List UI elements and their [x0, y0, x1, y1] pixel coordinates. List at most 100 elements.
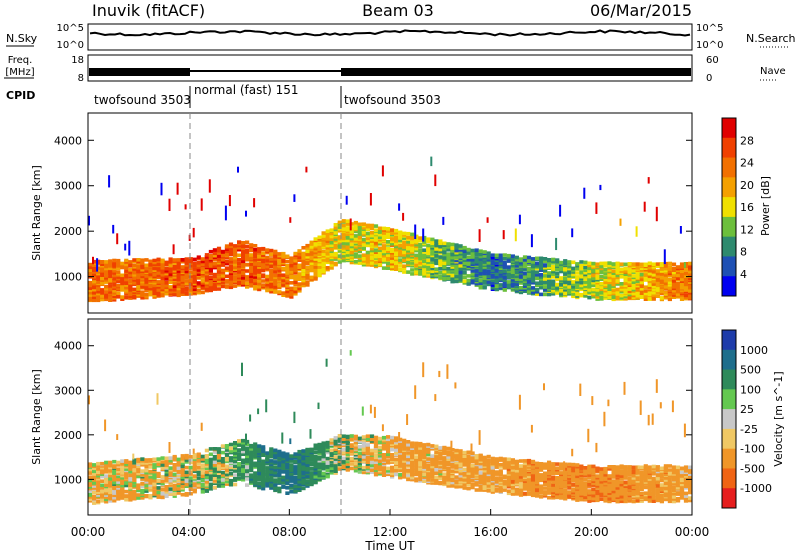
power-cell — [365, 223, 370, 228]
power-cell — [635, 262, 640, 266]
noise-left-tick-low: 10^0 — [57, 40, 84, 51]
vel-cell — [249, 447, 254, 451]
power-cell — [450, 255, 455, 260]
power-cell — [224, 255, 230, 260]
vel-cell — [442, 451, 447, 455]
vel-cell — [430, 462, 435, 467]
vel-cell — [277, 465, 282, 469]
power-cell — [172, 258, 177, 262]
power-cell — [112, 280, 117, 285]
vel-cell — [265, 475, 270, 480]
noise-right-tick-high: 10^5 — [696, 23, 723, 34]
power-cell — [381, 236, 387, 240]
power-cell — [341, 231, 346, 236]
vel-cell — [233, 469, 238, 473]
vel-cell — [357, 439, 362, 443]
vel-cell — [422, 475, 427, 479]
cpid-row: CPID twofsound 3503 normal (fast) 151 tw… — [6, 83, 441, 108]
power-cell — [535, 275, 540, 279]
power-cell — [418, 254, 423, 259]
power-cell — [671, 266, 677, 271]
power-cell — [220, 249, 226, 254]
vel-cell — [450, 469, 455, 473]
power-cell — [482, 276, 487, 280]
power-cell — [361, 229, 366, 233]
power-cell — [228, 267, 234, 271]
vel-cell — [192, 455, 197, 460]
vel-cell — [152, 469, 157, 474]
power-cell — [639, 269, 644, 273]
vel-cell — [160, 475, 165, 479]
power-cell — [667, 288, 672, 293]
power-cell — [486, 256, 491, 260]
power-cell — [148, 286, 153, 291]
power-cell — [430, 237, 435, 242]
power-cell — [140, 278, 145, 282]
vel-cell — [381, 453, 387, 457]
power-cell — [357, 249, 362, 253]
vel-cell — [92, 486, 97, 490]
power-cell — [349, 242, 354, 247]
power-cell — [305, 280, 310, 284]
power-cell — [353, 237, 358, 241]
power-cell — [160, 263, 165, 267]
power-cell — [337, 235, 342, 239]
vel-cell — [100, 483, 105, 488]
power-cell — [619, 218, 622, 226]
power-cell — [285, 287, 290, 291]
power-cell — [526, 282, 532, 286]
power-cell — [180, 258, 185, 262]
power-cell — [245, 210, 247, 217]
vel-cell — [317, 449, 322, 454]
vel-cell — [144, 479, 149, 484]
vel-cell — [381, 446, 387, 451]
vel-cell — [184, 492, 189, 496]
power-cell — [160, 278, 165, 283]
power-cell — [688, 276, 693, 281]
power-cell — [506, 271, 511, 275]
power-cell — [547, 261, 552, 266]
power-cell — [345, 250, 350, 255]
power-cell — [176, 182, 179, 195]
power-cell — [386, 257, 391, 262]
power-cell — [108, 284, 113, 288]
vel-cell — [148, 485, 153, 490]
power-cell — [128, 268, 133, 272]
vel-cell — [381, 458, 387, 462]
power-cell — [156, 273, 161, 278]
vel-cell — [184, 470, 189, 475]
power-cell — [345, 238, 350, 243]
power-cell — [305, 260, 310, 264]
power-cell — [265, 287, 270, 291]
power-cell — [293, 274, 298, 279]
power-cell — [212, 272, 217, 277]
vel-cell — [386, 435, 391, 439]
vel-cell — [92, 466, 97, 471]
vel-cell — [196, 476, 201, 480]
power-cell — [450, 258, 455, 262]
vel-cell — [257, 408, 260, 415]
vel-cell — [390, 453, 395, 457]
vel-cell — [152, 465, 157, 469]
vel-cell — [241, 362, 243, 377]
vel-cell — [132, 496, 137, 501]
vel-cell — [321, 457, 326, 462]
vel-cell — [257, 455, 262, 460]
vel-cell — [438, 473, 443, 478]
power-cell — [156, 293, 161, 297]
power-cell — [510, 278, 515, 282]
vel-cell — [329, 441, 334, 445]
vel-cell — [180, 464, 185, 469]
power-cell — [261, 246, 266, 251]
power-cell — [510, 257, 515, 262]
vel-cell — [434, 444, 439, 449]
power-cell — [603, 296, 608, 300]
power-cell — [555, 277, 560, 282]
vel-cell — [377, 436, 383, 441]
power-cell — [599, 277, 604, 282]
power-cell — [442, 261, 447, 265]
vel-cell — [398, 473, 403, 477]
power-cell — [551, 285, 556, 289]
vel-cell — [204, 448, 209, 453]
power-cell — [675, 273, 681, 278]
